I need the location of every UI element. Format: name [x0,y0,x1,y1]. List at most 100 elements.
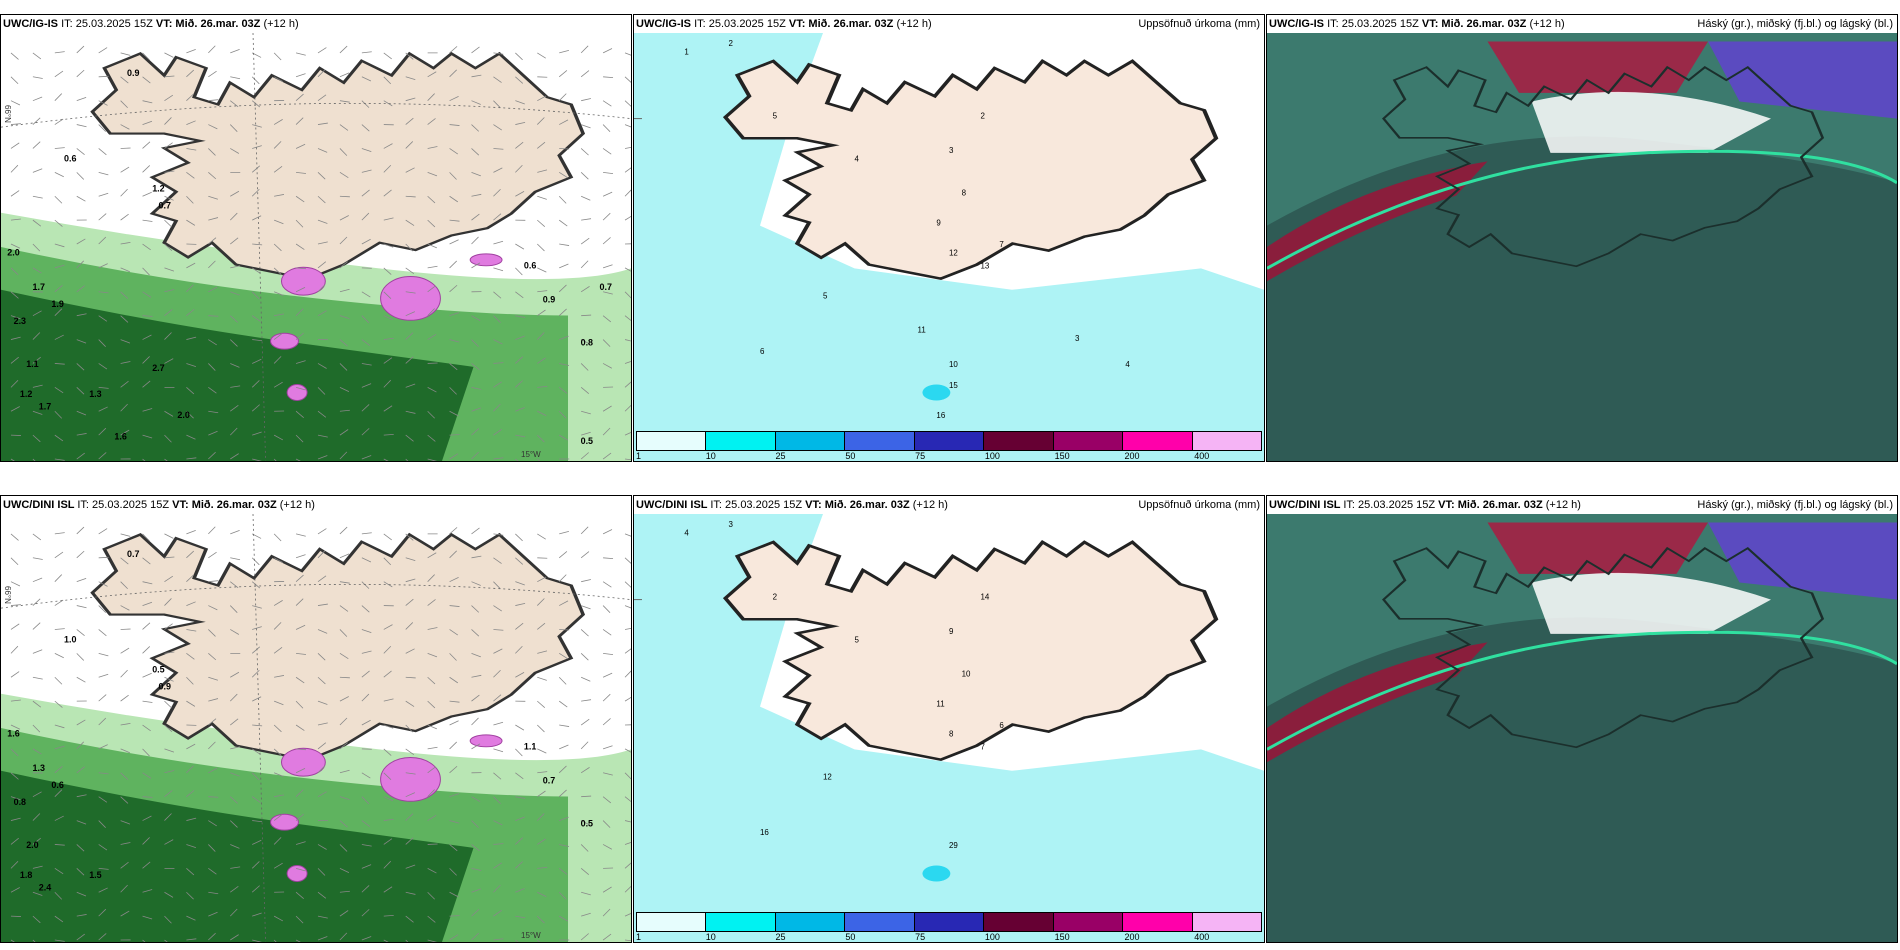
snow-area [270,332,299,350]
colorbar-swatch [984,432,1054,450]
colorbar-label: 50 [845,451,856,461]
precip-1mm [634,33,1264,461]
precip-value: 0.5 [152,664,164,674]
accum-value: 5 [855,635,860,644]
colorbar-swatch [1123,913,1193,931]
colorbar-label: 1 [636,932,642,942]
colorbar-labels: 1 10 25 50 75 100 150 200 400 [634,932,1264,942]
snow-area [270,813,299,831]
colorbar-swatch [637,432,707,450]
map-panel: UWC/IG-IS IT: 25.03.2025 15Z VT: Mið. 26… [0,14,632,462]
model-name: UWC/IG-IS [3,18,62,30]
panel-right-title: Háský (gr.), miðský (fj.bl.) og lágský (… [1697,18,1893,30]
accum-value: 4 [1125,360,1130,369]
model-name: UWC/DINI ISL [636,499,711,511]
colorbar-label: 25 [775,451,786,461]
panel-right-title: Uppsöfnuð úrkoma (mm) [1138,499,1260,511]
colorbar-swatch [775,432,846,450]
panel-header: UWC/DINI ISL IT: 25.03.2025 15Z VT: Mið.… [1267,496,1897,514]
accum-value: 29 [949,841,958,850]
iceland-land [90,532,586,762]
high-cloud [1267,642,1488,763]
accum-value: 2 [729,39,734,48]
colorbar-swatch [775,913,846,931]
accum-value: 2 [981,112,986,121]
accum-value: 3 [729,520,734,529]
precip-value: 0.8 [14,797,26,807]
accum-value: 13 [981,261,990,270]
map-area: 4 3 2 5 9 14 10 8 7 11 6 12 16 29 [634,514,1264,942]
snow-area [380,275,441,321]
colorbar-swatch [1053,432,1124,450]
wind-barbs [10,526,631,942]
snow-area [280,266,326,296]
map-panel: UWC/DINI ISL IT: 25.03.2025 15Z VT: Mið.… [633,495,1265,943]
colorbar-label: 150 [1054,932,1070,942]
panel-header: UWC/DINI ISL IT: 25.03.2025 15Z VT: Mið.… [634,496,1264,514]
colorbar-swatch [1192,432,1261,450]
colorbar-swatch [1053,913,1124,931]
accum-value: 5 [773,112,778,121]
lon-label: 15°W [521,931,541,940]
issue-time: IT: 25.03.2025 15Z [694,18,789,30]
iceland-outline [1382,546,1825,749]
colorbar-label: 50 [845,932,856,942]
map-area: 1 2 5 4 3 2 8 12 13 9 7 5 6 10 11 3 4 15 16 [634,33,1264,461]
accum-value: 11 [918,326,927,335]
accum-value: 15 [949,381,958,390]
precip-value: 2.3 [14,316,26,326]
high-cloud [1267,161,1488,282]
valid-time: VT: Mið. 26.mar. 03Z [172,499,280,511]
accum-value: 9 [936,219,941,228]
accum-value: 14 [981,593,990,602]
precip-10mm [922,865,951,882]
precip-value: 0.5 [581,818,593,828]
precip-1mm [634,514,1264,942]
colorbar-swatch [706,913,776,931]
colorbar-swatch [845,432,915,450]
precip-value: 2.4 [39,883,51,893]
precip-value: 1.6 [114,432,126,442]
precip-value: 0.7 [127,549,139,559]
valid-time: VT: Mið. 26.mar. 03Z [805,499,913,511]
model-name: UWC/DINI ISL [3,499,78,511]
snow-area [380,756,441,802]
issue-time: IT: 25.03.2025 15Z [61,18,156,30]
lead-time: (+12 h) [1545,499,1581,511]
precip-value: 0.6 [64,153,76,163]
precip-value: 1.7 [33,282,45,292]
accum-value: 7 [999,240,1004,249]
precip-value: 0.7 [159,200,171,210]
colorbar-swatch [845,913,915,931]
colorbar-label: 100 [984,451,1000,461]
lat-label: 66°N [3,586,12,604]
panel-right-title: Uppsöfnuð úrkoma (mm) [1138,18,1260,30]
map-area: 0.9 0.6 1.2 0.7 2.0 1.7 1.9 2.3 1.1 1.2 1.7 1.3 0.6 0… [1,33,631,461]
colorbar [636,912,1262,932]
iceland-outline [1382,65,1825,268]
precip-value: 2.0 [177,410,189,420]
accum-value: 9 [949,627,954,636]
accum-value: 8 [949,730,954,739]
map-svg: 0.7 1.0 0.5 0.9 1.6 1.3 0.6 0.8 2.0 1.8 2.4 1.5 1.1 0… [1,514,631,942]
precip-value: 0.9 [543,295,555,305]
issue-time: IT: 25.03.2025 15Z [77,499,173,511]
accum-value: 12 [823,772,832,781]
panel-right-title: Háský (gr.), miðský (fj.bl.) og lágský (… [1697,499,1893,511]
map-panel: UWC/IG-IS IT: 25.03.2025 15Z VT: Mið. 26… [1266,14,1898,462]
accum-value: 5 [823,291,828,300]
valid-time: VT: Mið. 26.mar. 03Z [788,18,897,30]
iceland-land [90,51,586,281]
panel-header: UWC/IG-IS IT: 25.03.2025 15Z VT: Mið. 26… [634,15,1264,33]
model-name: UWC/DINI ISL [1269,499,1344,511]
wind-barbs [10,45,631,461]
colorbar-label: 75 [915,451,926,461]
low-cloud-edge [1267,630,1897,751]
colorbar-label: 1 [636,451,642,461]
valid-time: VT: Mið. 26.mar. 03Z [1421,18,1530,30]
colorbar-label: 10 [705,932,716,942]
accum-value: 3 [949,146,954,155]
accum-value: 11 [936,700,945,709]
colorbar-swatch [706,432,776,450]
map-svg [1267,33,1897,461]
